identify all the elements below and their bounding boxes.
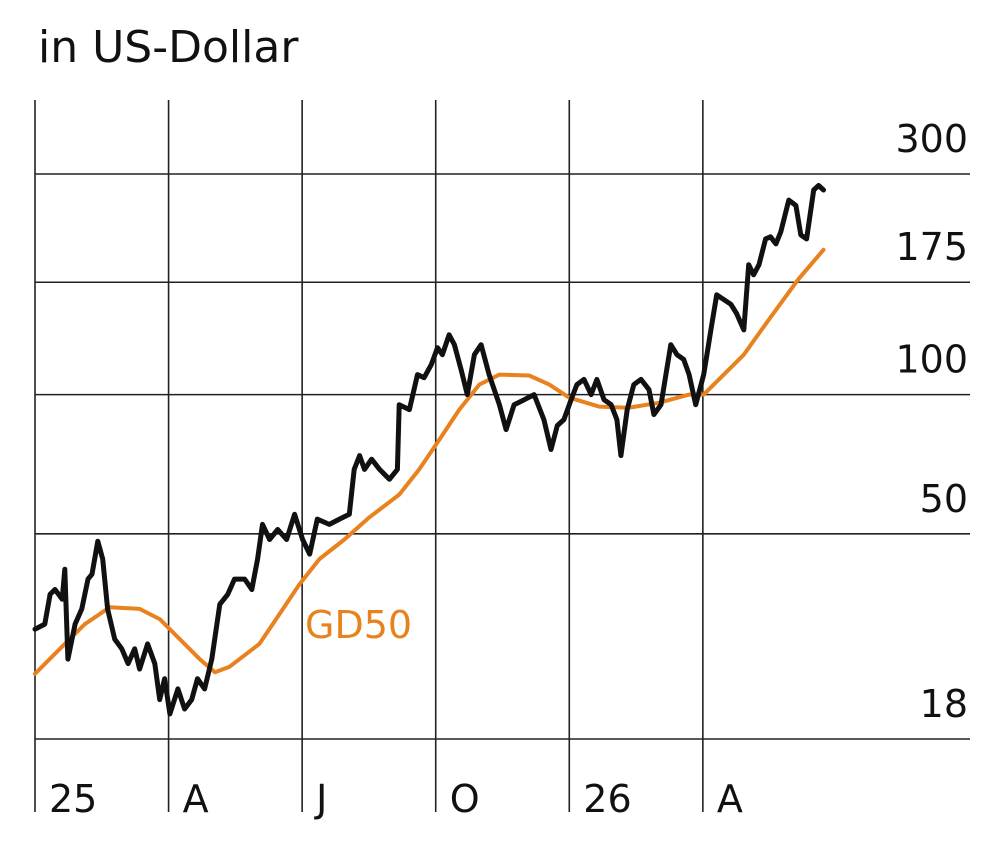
y-tick-label: 50 (920, 477, 968, 521)
x-tick-label: 26 (583, 777, 631, 821)
y-tick-label: 300 (895, 117, 968, 161)
annotation: GD50 (305, 603, 412, 647)
y-tick-label: 100 (895, 338, 968, 382)
price-line (32, 183, 826, 717)
chart-title: in US-Dollar (38, 22, 299, 73)
x-tick-label: A (183, 777, 209, 821)
x-tick-label: 25 (49, 777, 97, 821)
price-line (33, 247, 826, 676)
y-tick-label: 175 (895, 225, 968, 269)
y-tick-label: 18 (920, 682, 968, 726)
x-tick-label: A (717, 777, 743, 821)
x-tick-label: O (450, 777, 480, 821)
x-tick-label: J (314, 777, 327, 821)
